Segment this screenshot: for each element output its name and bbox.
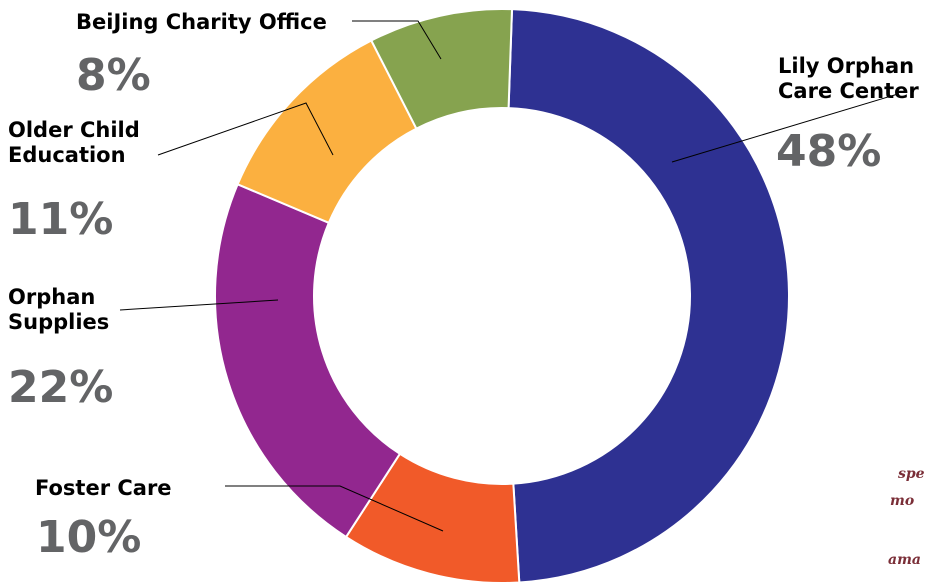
- percent-foster-care: 10%: [36, 512, 142, 563]
- percent-orphan-supplies: 22%: [8, 362, 114, 413]
- slice-lily-orphan-care-center: [507, 8, 790, 584]
- leader-line-beijing-charity-office: [352, 20, 442, 60]
- side-text-fragment: mo: [890, 493, 915, 509]
- label-line: Foster Care: [35, 476, 172, 500]
- label-beijing-charity-office: BeiJing Charity Office: [76, 10, 327, 35]
- leader-line-older-child-education: [157, 102, 334, 156]
- leader-line-orphan-supplies: [119, 299, 279, 311]
- leader-line-lily-orphan-care-center: [671, 93, 899, 163]
- side-text-fragment: ama: [888, 552, 921, 568]
- slice-beijing-charity-office: [369, 8, 514, 130]
- label-line: BeiJing Charity Office: [76, 10, 327, 34]
- label-line: Supplies: [8, 310, 110, 334]
- slice-orphan-supplies: [214, 182, 402, 539]
- label-line: Lily Orphan: [778, 54, 915, 78]
- leader-line-foster-care: [225, 485, 444, 532]
- percent-lily-orphan-care-center: 48%: [776, 126, 882, 177]
- label-older-child-education: Older Child Education: [8, 118, 140, 168]
- label-orphan-supplies: Orphan Supplies: [8, 285, 109, 335]
- label-line: Education: [8, 143, 126, 167]
- label-foster-care: Foster Care: [35, 476, 172, 501]
- label-line: Care Center: [778, 79, 919, 103]
- percent-older-child-education: 11%: [8, 194, 114, 245]
- label-lily-orphan-care-center: Lily Orphan Care Center: [778, 54, 919, 104]
- label-line: Orphan: [8, 285, 96, 309]
- percent-beijing-charity-office: 8%: [76, 50, 151, 101]
- label-line: Older Child: [8, 118, 140, 142]
- side-text-fragment: spe: [898, 466, 925, 482]
